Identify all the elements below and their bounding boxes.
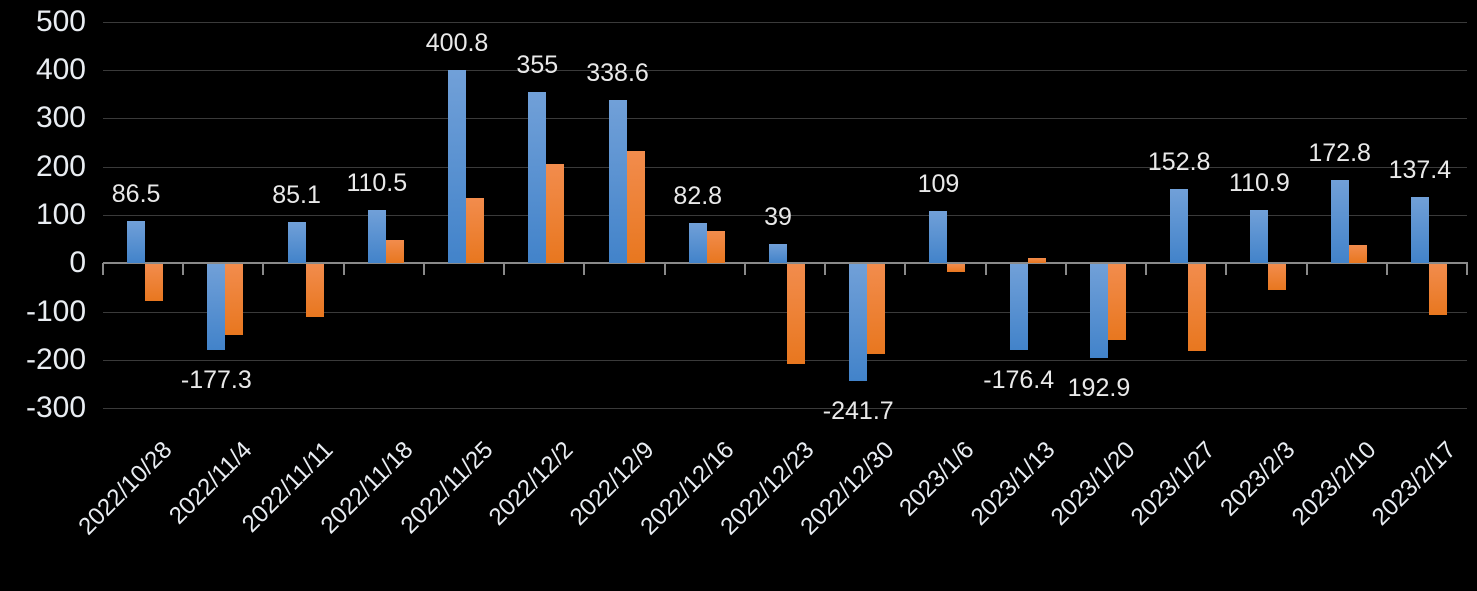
bar-orange: [706, 230, 725, 264]
x-axis-category-label: 2023/1/27: [1125, 436, 1221, 531]
gridline: [103, 311, 1467, 313]
bar-blue: [1170, 189, 1189, 264]
x-axis-tick: [182, 263, 185, 275]
gridline: [103, 70, 1467, 71]
bar-blue: [287, 222, 306, 264]
x-axis-tick: [422, 263, 425, 275]
bar-orange: [305, 264, 324, 318]
y-axis-tick-label: 500: [35, 4, 86, 38]
bar-blue: [1330, 179, 1349, 264]
x-axis-tick: [824, 263, 827, 275]
x-axis-category-label: 2022/10/28: [73, 436, 178, 541]
bar-data-label: 85.1: [272, 181, 321, 210]
bar-orange: [1268, 264, 1287, 291]
bar-data-label: 137.4: [1388, 155, 1452, 184]
bar-data-label: 110.5: [346, 168, 408, 197]
y-axis-tick-label: 300: [35, 101, 86, 135]
gridline: [103, 166, 1467, 168]
bar-blue: [769, 244, 787, 264]
bar-blue: [688, 223, 707, 264]
bar-blue: [528, 91, 547, 264]
x-axis-tick: [1064, 263, 1067, 275]
bar-orange: [225, 264, 244, 335]
bar-blue: [1009, 264, 1028, 350]
x-axis-tick: [1305, 263, 1308, 275]
bar-data-label: 400.8: [425, 28, 489, 57]
x-axis-category-label: 2023/2/10: [1286, 436, 1382, 531]
bar-blue: [929, 210, 948, 264]
x-axis-tick: [984, 263, 987, 275]
gridline: [103, 118, 1467, 120]
x-axis-tick: [342, 263, 345, 275]
bar-data-label: 39: [764, 203, 792, 232]
bar-data-label: 86.5: [111, 180, 161, 209]
x-axis-tick: [663, 263, 666, 275]
bar-data-label: 109: [917, 169, 960, 198]
bar-blue: [849, 264, 868, 382]
bar-data-label: 110.9: [1229, 168, 1290, 197]
bar-orange: [1428, 264, 1447, 315]
bar-blue: [207, 264, 226, 350]
bar-orange: [1188, 264, 1207, 352]
y-axis-tick-label: 400: [35, 53, 86, 86]
bar-data-label: 192.9: [1067, 373, 1131, 402]
bar-orange: [145, 264, 164, 302]
x-axis-tick: [904, 263, 907, 275]
gridline: [103, 21, 1467, 23]
x-axis-category-label: 2023/1/20: [1045, 436, 1141, 531]
bar-data-label: 172.8: [1308, 138, 1371, 167]
y-axis-tick-label: -300: [25, 391, 86, 425]
bar-blue: [127, 221, 146, 264]
x-axis-tick: [583, 263, 586, 275]
x-axis-tick: [1466, 263, 1468, 275]
bar-orange: [546, 163, 565, 264]
bar-orange: [1107, 264, 1126, 340]
bar-orange: [466, 198, 485, 264]
y-axis-tick-label: -200: [25, 342, 86, 376]
bar-data-label: -177.3: [180, 365, 252, 394]
bar-blue: [448, 69, 467, 264]
gridline: [103, 359, 1467, 361]
x-axis-tick: [1225, 263, 1228, 275]
bar-orange: [867, 264, 886, 355]
bar-orange: [1027, 257, 1046, 264]
bar-orange: [787, 264, 805, 364]
x-axis-tick: [102, 263, 104, 275]
x-axis-category-label: 2022/12/2: [484, 436, 579, 531]
y-axis-tick-label: -100: [25, 294, 86, 328]
bar-orange: [626, 150, 645, 264]
bar-data-label: -241.7: [822, 397, 894, 426]
x-axis-tick: [1385, 263, 1388, 275]
x-axis-tick: [262, 263, 265, 275]
bar-data-label: 355: [516, 50, 559, 79]
bar-blue: [1250, 209, 1269, 264]
y-axis-tick-label: 200: [35, 149, 86, 183]
x-axis-tick: [503, 263, 506, 275]
bar-data-label: 152.8: [1147, 148, 1211, 177]
x-axis-category-label: 2023/1/13: [965, 436, 1061, 531]
y-axis-tick-label: 100: [35, 197, 86, 231]
bar-blue: [367, 209, 386, 264]
bar-blue: [1410, 196, 1429, 264]
x-axis-tick: [1145, 263, 1148, 275]
gridline: [103, 214, 1467, 216]
bar-data-label: 82.8: [673, 182, 723, 211]
x-axis-tick: [743, 263, 746, 275]
bar-data-label: 338.6: [586, 58, 649, 87]
bar-blue: [608, 99, 627, 264]
gridline: [103, 408, 1467, 410]
bar-data-label: -176.4: [983, 365, 1055, 394]
bar-orange: [1348, 245, 1367, 264]
bar-orange: [385, 239, 404, 264]
y-axis-tick-label: 0: [69, 246, 86, 280]
x-axis-category-label: 2023/2/17: [1366, 436, 1462, 531]
bar-blue: [1089, 264, 1108, 358]
bar-orange: [947, 264, 966, 272]
